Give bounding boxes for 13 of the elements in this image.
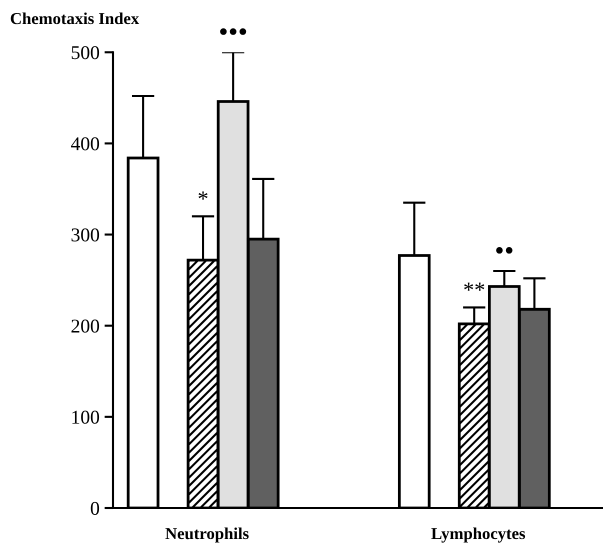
annotation: •• (496, 247, 512, 254)
y-tick-label: 0 (90, 502, 100, 515)
x-tick-label: Lymphocytes (431, 527, 526, 543)
x-tick-label: Neutrophils (165, 527, 249, 543)
y-tick-label: 300 (72, 228, 100, 242)
y-tick-label: 200 (71, 320, 100, 333)
annotation: * (198, 191, 208, 200)
annotation: ** (464, 282, 484, 291)
y-tick-label: 500 (72, 46, 100, 60)
y-tick-label: 100 (72, 410, 100, 424)
text: ••• (220, 28, 246, 35)
y-axis-title: Chemotaxis Index (10, 12, 140, 24)
y-tick-label: 400 (71, 137, 100, 150)
